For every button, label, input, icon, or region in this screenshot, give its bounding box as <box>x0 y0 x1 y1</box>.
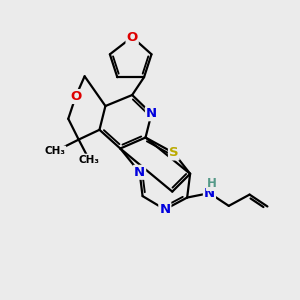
Text: S: S <box>169 146 178 160</box>
Text: CH₃: CH₃ <box>79 154 100 164</box>
Text: N: N <box>134 166 145 179</box>
Text: N: N <box>159 203 170 216</box>
Text: CH₃: CH₃ <box>44 146 65 157</box>
Text: O: O <box>70 90 81 103</box>
Text: N: N <box>146 107 157 120</box>
Text: H: H <box>207 177 217 190</box>
Text: O: O <box>127 31 138 44</box>
Text: N: N <box>204 187 215 200</box>
